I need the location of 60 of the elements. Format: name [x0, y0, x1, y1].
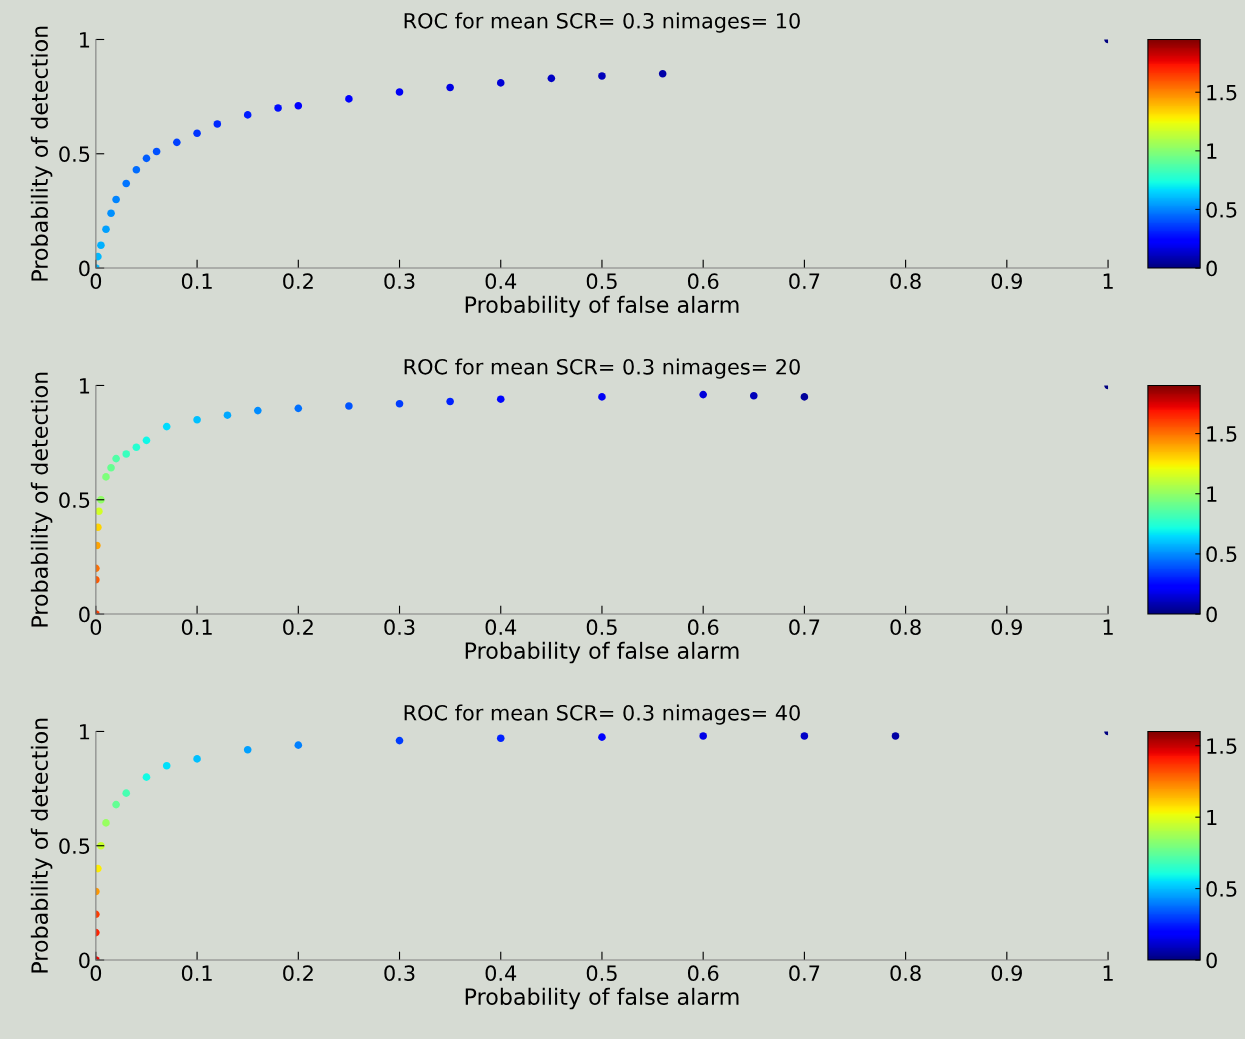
x-tick-label: 0.8: [890, 965, 921, 982]
x-tick-label: 0.2: [283, 619, 313, 636]
x-axis-title: Probability of false alarm: [465, 641, 739, 664]
y-axis-title: Probability of detection: [30, 372, 53, 627]
x-tick-label: 0.4: [485, 619, 517, 636]
chart-title: ROC for mean SCR= 0.3 nimages= 40: [404, 704, 800, 725]
x-tick-label: 0.7: [789, 619, 820, 636]
color-bar-label: 1: [1207, 486, 1217, 502]
y-tick-label: 1: [80, 32, 90, 48]
y-axis-title: Probability of detection: [30, 718, 53, 973]
x-axis-title: Probability of false alarm: [465, 295, 739, 318]
x-tick-label: 0.4: [485, 273, 517, 290]
y-tick-label: 0.5: [59, 492, 90, 508]
x-tick-label: 0.9: [991, 619, 1022, 636]
y-tick-label: 0: [79, 260, 90, 277]
color-bar-label: 1.5: [1207, 738, 1237, 754]
x-tick-label: 0.5: [586, 273, 617, 290]
x-tick-label: 0.1: [181, 619, 212, 636]
color-bar-label: 1.5: [1207, 426, 1237, 442]
y-tick-label: 0.5: [59, 146, 90, 162]
chart-title: ROC for mean SCR= 0.3 nimages= 10: [404, 12, 800, 33]
x-tick-label: 0.3: [384, 273, 415, 290]
x-tick-label: 0.6: [687, 619, 719, 636]
x-tick-label: 0.1: [181, 965, 212, 982]
x-tick-label: 0.6: [687, 965, 719, 982]
color-bar-label: 0: [1206, 606, 1217, 623]
y-axis-title: Probability of detection: [30, 26, 53, 281]
x-tick-label: 0.2: [283, 273, 313, 290]
y-tick-label: 0: [79, 952, 90, 969]
x-tick-label: 0.2: [283, 965, 313, 982]
chart-title: ROC for mean SCR= 0.3 nimages= 20: [404, 358, 800, 379]
x-tick-label: 0.8: [890, 619, 921, 636]
x-tick-label: 0.3: [384, 965, 415, 982]
x-tick-label: 0.5: [586, 619, 617, 636]
y-tick-label: 0.5: [59, 838, 90, 854]
color-bar-label: 0: [1206, 952, 1217, 969]
y-tick-label: 1: [80, 724, 90, 740]
color-bar-label: 1.5: [1207, 84, 1237, 101]
x-tick-label: 1: [1103, 965, 1113, 981]
color-bar-label: 1: [1207, 143, 1217, 159]
x-tick-label: 0.7: [789, 965, 820, 982]
x-tick-label: 1: [1103, 619, 1113, 635]
x-tick-label: 0.4: [485, 965, 517, 982]
y-tick-label: 0: [79, 606, 90, 623]
color-bar-label: 1: [1207, 809, 1217, 826]
color-bar-label: 0.5: [1206, 881, 1237, 897]
color-bar-label: 0: [1206, 260, 1217, 277]
x-tick-label: 0.7: [789, 273, 820, 290]
x-tick-label: 0.8: [890, 273, 921, 290]
x-tick-label: 0.5: [586, 965, 617, 982]
x-tick-label: 1: [1103, 273, 1113, 289]
x-axis-title: Probability of false alarm: [465, 987, 739, 1010]
x-tick-label: 0.9: [991, 273, 1022, 290]
color-bar-label: 0.5: [1206, 201, 1237, 218]
x-tick-label: 0.6: [687, 273, 719, 290]
x-tick-label: 0.3: [384, 619, 415, 636]
y-tick-label: 1: [80, 378, 90, 394]
x-tick-label: 0.1: [181, 273, 212, 290]
color-bar-label: 0.5: [1206, 546, 1237, 563]
x-tick-label: 0.9: [991, 965, 1022, 982]
